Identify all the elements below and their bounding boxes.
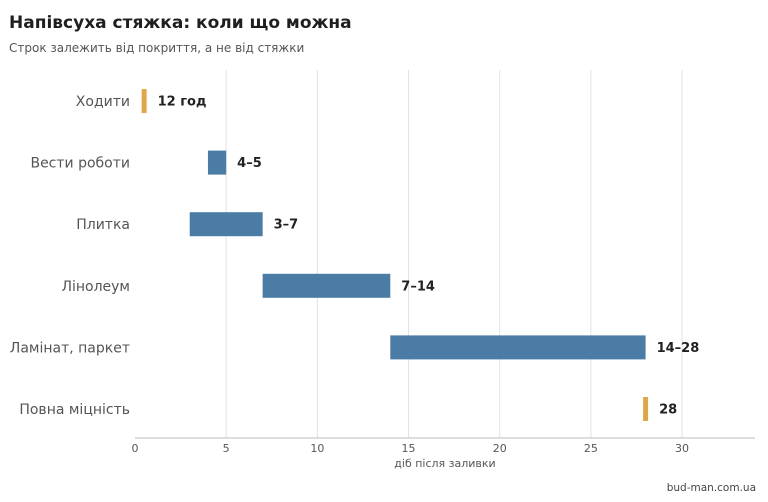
range-bar (141, 89, 147, 113)
value-label: 3–7 (274, 218, 299, 233)
range-bar (207, 150, 227, 175)
value-labels: 12 год 4–5 3–7 7–14 14–28 28 (158, 95, 700, 418)
value-label: 14–28 (657, 341, 700, 356)
range-bar (189, 212, 263, 237)
chart-title: Напівсуха стяжка: коли що можна (9, 13, 352, 33)
value-label: 4–5 (237, 156, 262, 171)
category-label: Плитка (76, 217, 130, 233)
x-tick-label: 15 (402, 442, 416, 455)
bars (141, 89, 649, 421)
x-tick-label: 30 (675, 442, 689, 455)
value-label: 12 год (158, 95, 207, 110)
category-label: Ламінат, паркет (10, 340, 130, 356)
x-tick-label: 25 (584, 442, 598, 455)
category-label: Ходити (76, 94, 130, 110)
category-labels: Ходити Вести роботи Плитка Лінолеум Ламінат,… (10, 94, 130, 418)
value-label: 7–14 (401, 279, 435, 294)
x-tick-label: 20 (493, 442, 507, 455)
range-bar (390, 335, 646, 360)
range-bar (262, 273, 391, 298)
grid-lines (225, 70, 683, 438)
x-axis: 0 5 10 15 20 25 30 (132, 437, 755, 455)
category-label: Повна міцність (19, 402, 130, 418)
x-axis-title: діб після заливки (394, 457, 495, 470)
value-label: 28 (659, 403, 677, 418)
x-tick-label: 0 (132, 442, 139, 455)
chart-subtitle: Строк залежить від покриття, а не від ст… (9, 41, 305, 55)
category-label: Вести роботи (30, 156, 130, 172)
x-tick-label: 10 (310, 442, 324, 455)
source-credit: bud-man.com.ua (666, 482, 756, 494)
x-tick-label: 5 (223, 442, 230, 455)
category-label: Лінолеум (61, 279, 130, 295)
range-bar (643, 397, 649, 421)
